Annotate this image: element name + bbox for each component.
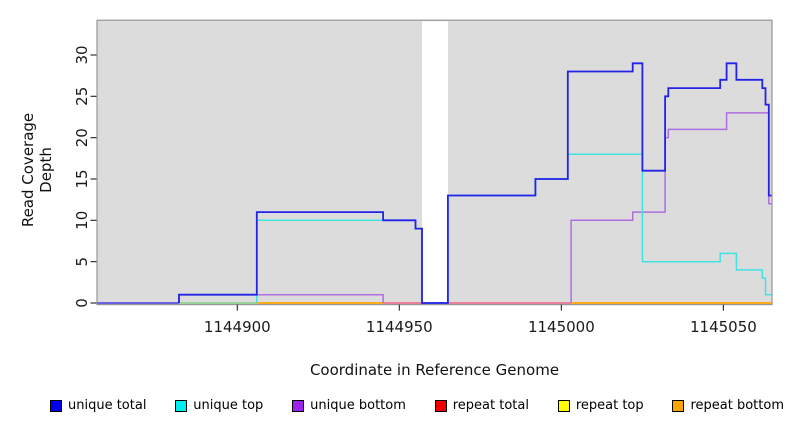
y-tick-label: 20 (73, 128, 91, 147)
legend-label: unique total (68, 398, 147, 413)
legend-item-repeat-total: repeat total (434, 398, 529, 413)
legend-swatch (175, 399, 188, 412)
x-tick-label: 1145000 (528, 318, 595, 336)
legend-swatch (672, 399, 685, 412)
legend-label: unique bottom (310, 398, 406, 413)
legend-item-repeat-bottom: repeat bottom (672, 398, 784, 413)
y-tick-label: 25 (73, 87, 91, 106)
chart-legend: unique total unique top unique bottom repea… (50, 398, 784, 413)
legend-item-repeat-top: repeat top (557, 398, 644, 413)
y-tick-label: 5 (73, 257, 91, 267)
legend-swatch (50, 399, 62, 412)
plot-border (96, 19, 773, 306)
legend-item-unique-top: unique top (175, 398, 263, 413)
legend-label: repeat total (452, 398, 529, 413)
no-data-gap (422, 21, 448, 306)
legend-label: repeat bottom (690, 398, 784, 413)
legend-label: unique top (193, 398, 264, 413)
x-axis-title: Coordinate in Reference Genome (309, 361, 560, 379)
coverage-plot: 1144900 1144950 1145000 1145050 0 5 10 15 20 25 30 (73, 19, 773, 336)
y-tick-label: 15 (73, 169, 91, 188)
y-axis-title: Read Coverage Depth (19, 112, 55, 228)
legend-swatch (557, 399, 570, 412)
x-tick-label: 1144900 (204, 318, 271, 336)
legend-label: repeat top (575, 398, 644, 413)
y-tick-label: 30 (73, 45, 91, 64)
y-tick-label: 0 (73, 298, 91, 308)
legend-swatch (434, 399, 447, 412)
series-unique-total-line (178, 62, 772, 304)
y-tick-label: 10 (73, 211, 91, 230)
legend-item-unique-total: unique total (50, 398, 146, 413)
x-tick-label: 1144950 (366, 318, 433, 336)
legend-item-unique-bottom: unique bottom (292, 398, 406, 413)
x-tick-label: 1145050 (690, 318, 757, 336)
legend-swatch (292, 399, 305, 412)
